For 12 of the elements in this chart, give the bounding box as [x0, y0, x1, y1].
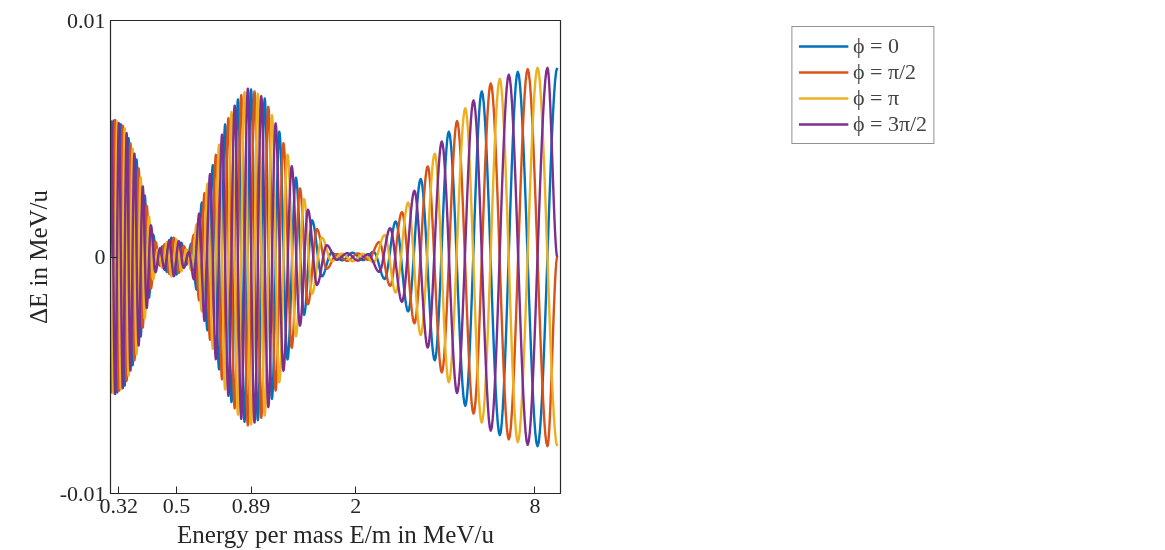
legend-label: ϕ = 0 — [852, 33, 899, 59]
x-tick-label: 2 — [350, 492, 362, 518]
legend-label: ϕ = 3π/2 — [852, 111, 928, 137]
x-tick-label: 0.89 — [231, 492, 271, 518]
legend-label: ϕ = π/2 — [852, 59, 917, 85]
y-tick-label: 0 — [94, 244, 106, 269]
y-tick-label: 0.01 — [67, 7, 106, 33]
y-axis-title: ΔE in MeV/u — [24, 189, 52, 325]
x-axis-title: Energy per mass E/m in MeV/u — [177, 520, 495, 548]
legend-label: ϕ = π — [852, 85, 899, 111]
x-tick-label: 0.5 — [162, 492, 191, 518]
x-tick-label: 8 — [529, 492, 541, 518]
